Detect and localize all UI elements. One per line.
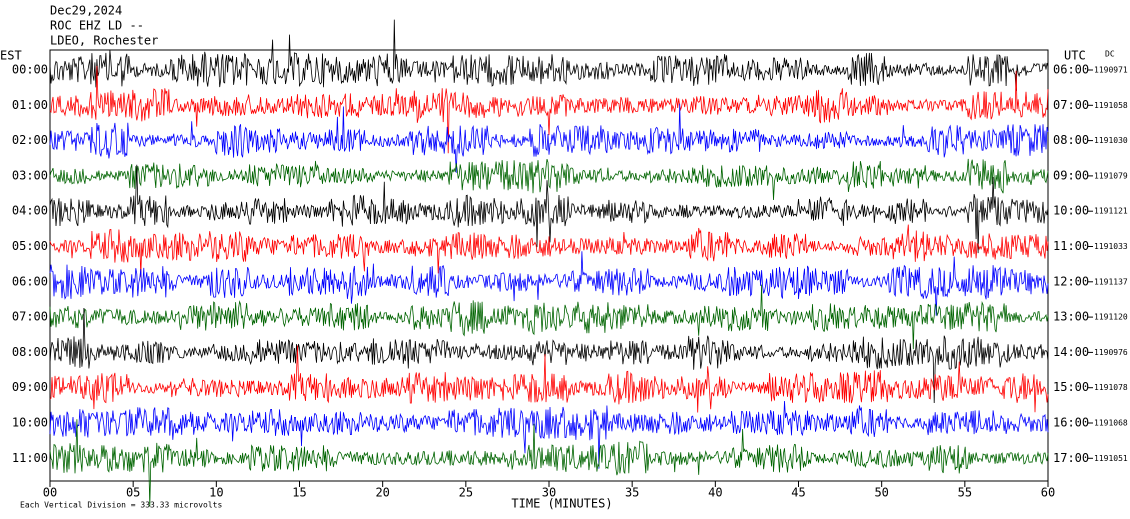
utc-label: 07:00 (1053, 98, 1089, 112)
utc-label: 17:00 (1053, 451, 1089, 465)
x-tick-label: 25 (459, 486, 473, 500)
trace (49, 307, 1049, 404)
trace (49, 65, 1049, 154)
title-line: Dec29,2024 (50, 4, 122, 18)
dc-value: 1190976 (1094, 348, 1128, 357)
utc-label: 14:00 (1053, 345, 1089, 359)
x-tick-label: 05 (126, 486, 140, 500)
left-axis-label: EST (0, 49, 22, 63)
trace (49, 164, 1049, 254)
dc-value: 1191137 (1094, 277, 1128, 286)
utc-label: 11:00 (1053, 239, 1089, 253)
utc-label: 09:00 (1053, 168, 1089, 182)
x-tick-label: 60 (1041, 486, 1055, 500)
footer: Each Vertical Division = 333.33 microvol… (20, 501, 222, 510)
dc-value: 1191121 (1094, 207, 1128, 216)
x-tick-label: 00 (43, 486, 57, 500)
est-label: 02:00 (12, 133, 48, 147)
est-label: 11:00 (12, 451, 48, 465)
x-tick-label: 45 (791, 486, 805, 500)
title-line: ROC EHZ LD -- (50, 19, 144, 33)
dc-value: 1191033 (1094, 242, 1128, 251)
trace (49, 400, 1049, 469)
x-tick-label: 10 (209, 486, 223, 500)
utc-label: 16:00 (1053, 416, 1089, 430)
est-label: 05:00 (12, 239, 48, 253)
x-tick-label: 15 (292, 486, 306, 500)
plot-frame (49, 49, 1049, 482)
dc-value: 1191079 (1094, 171, 1128, 180)
dc-value: 1190971 (1094, 66, 1128, 75)
est-label: 03:00 (12, 168, 48, 182)
x-axis-label: TIME (MINUTES) (511, 497, 612, 511)
est-label: 04:00 (12, 204, 48, 218)
x-tick-label: 35 (625, 486, 639, 500)
trace (49, 158, 1049, 201)
dc-value: 1191078 (1094, 383, 1128, 392)
dc-value: 1191058 (1094, 101, 1128, 110)
utc-label: 06:00 (1053, 63, 1089, 77)
trace (49, 284, 1049, 350)
utc-label: 08:00 (1053, 133, 1089, 147)
dc-value: 1191051 (1094, 454, 1128, 463)
utc-label: 13:00 (1053, 310, 1089, 324)
dc-value: 1191030 (1094, 136, 1128, 145)
utc-label: 15:00 (1053, 380, 1089, 394)
est-label: 07:00 (12, 310, 48, 324)
x-tick-label: 20 (375, 486, 389, 500)
header: Dec29,2024 ROC EHZ LD -- LDEO, Rochester (50, 4, 158, 48)
trace (49, 224, 1049, 278)
utc-label: 12:00 (1053, 274, 1089, 288)
trace (49, 419, 1049, 507)
est-label: 00:00 (12, 63, 48, 77)
x-tick-label: 30 (542, 486, 556, 500)
x-tick-label: 50 (874, 486, 888, 500)
trace (49, 251, 1049, 316)
right-axis-label: UTC (1064, 49, 1086, 63)
trace (49, 103, 1049, 173)
trace (49, 19, 1049, 91)
trace (49, 345, 1049, 413)
est-label: 10:00 (12, 416, 48, 430)
est-label: 09:00 (12, 380, 48, 394)
x-tick-label: 55 (958, 486, 972, 500)
title-line: LDEO, Rochester (50, 34, 158, 48)
dc-value: 1191120 (1094, 313, 1128, 322)
utc-label: 10:00 (1053, 204, 1089, 218)
x-tick-label: 40 (708, 486, 722, 500)
est-label: 06:00 (12, 274, 48, 288)
est-label: 08:00 (12, 345, 48, 359)
est-label: 01:00 (12, 98, 48, 112)
dc-label: DC (1105, 50, 1115, 59)
dc-value: 1191068 (1094, 419, 1128, 428)
